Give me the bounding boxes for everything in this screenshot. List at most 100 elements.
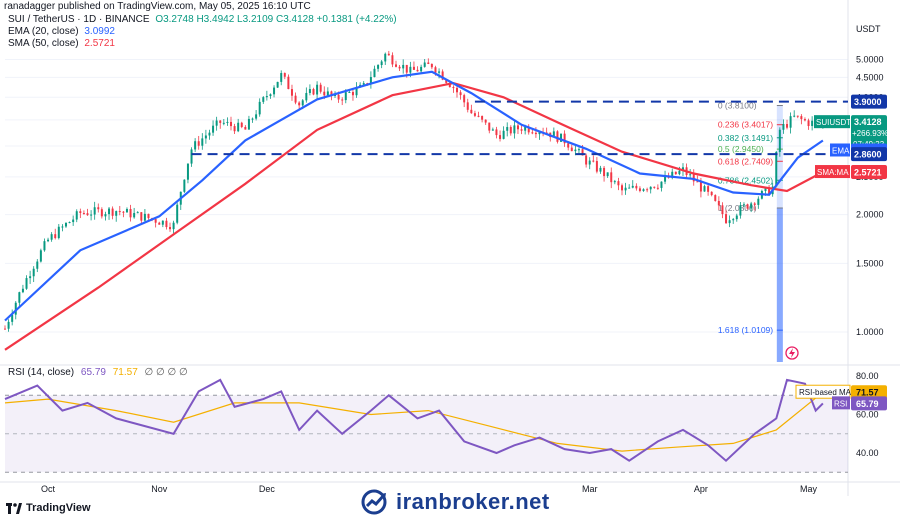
candle-body: [477, 115, 480, 117]
candles: [4, 50, 824, 332]
candle-body: [79, 211, 82, 213]
price-tick: 1.5000: [856, 258, 884, 268]
candle-body: [660, 181, 663, 188]
watermark-text: iranbroker.net: [396, 489, 550, 514]
candle-body: [502, 130, 505, 139]
candle-body: [495, 129, 498, 136]
price-tick: 5.0000: [856, 55, 884, 65]
candle-body: [68, 222, 71, 224]
candle-body: [563, 133, 566, 144]
candle-body: [104, 214, 107, 217]
candle-body: [334, 94, 337, 96]
candle-body: [707, 186, 710, 192]
sma-value-tag: 2.5721: [854, 168, 882, 178]
tradingview-logo-icon: [6, 502, 22, 514]
candle-body: [47, 239, 50, 242]
candle-body: [226, 121, 229, 123]
support-resistance-lines: [191, 100, 848, 156]
candle-body: [125, 208, 128, 213]
price-tags: 3.9000SUIUSDT3.4128+266.93%07:49:33EMA3.…: [814, 94, 888, 180]
price-tick: 4.5000: [856, 72, 884, 82]
symbol-label[interactable]: SUI / TetherUS · 1D · BINANCE: [8, 14, 150, 25]
candle-body: [362, 83, 365, 85]
candle-body: [405, 64, 408, 73]
candle-body: [269, 94, 272, 97]
candle-body: [735, 215, 738, 220]
candle-body: [387, 53, 390, 56]
rsi-legend[interactable]: RSI (14, close) 65.79 71.57 ∅ ∅ ∅ ∅: [8, 367, 188, 378]
rsi-tick: 60.00: [856, 410, 879, 420]
candle-body: [642, 189, 645, 191]
candle-body: [183, 179, 186, 192]
candle-body: [674, 171, 677, 175]
candle-body: [298, 102, 301, 106]
candle-body: [581, 149, 584, 156]
candle-body: [671, 171, 674, 178]
candle-body: [789, 116, 792, 128]
candle-body: [276, 81, 279, 88]
candle-body: [377, 65, 380, 69]
ema-label: EMA (20, close): [8, 26, 79, 37]
tradingview-logo-text: TradingView: [26, 502, 91, 514]
candle-body: [430, 63, 433, 68]
ema-tag-bg: [830, 143, 850, 157]
symbol-row: SUI / TetherUS · 1D · BINANCE O3.2748 H3…: [8, 14, 397, 26]
candle-body: [215, 120, 218, 126]
candle-body: [664, 176, 667, 182]
rsi-ma-value-bg: [851, 385, 887, 400]
candle-body: [775, 151, 778, 187]
watermark: iranbroker.net: [360, 488, 550, 516]
candle-body: [764, 187, 767, 191]
tradingview-logo[interactable]: TradingView: [6, 502, 91, 514]
candle-body: [423, 62, 426, 67]
candle-body: [409, 66, 412, 73]
rsi-line: [4, 378, 824, 463]
support-tag-bg: [851, 147, 887, 162]
rsi-ma-value: 71.57: [112, 367, 138, 378]
candle-body: [646, 189, 649, 191]
candle-body: [768, 187, 771, 195]
candle-body: [592, 160, 595, 162]
candle-body: [513, 125, 516, 134]
resistance-tag: 3.9000: [854, 97, 882, 107]
candle-body: [588, 160, 591, 165]
candle-body: [39, 250, 42, 262]
candle-body: [212, 125, 215, 133]
candle-body: [621, 185, 624, 191]
candle-body: [742, 204, 745, 206]
candle-body: [305, 92, 308, 101]
candle-body: [86, 213, 89, 216]
candle-body: [617, 181, 620, 186]
candle-body: [395, 64, 398, 67]
rsi-value-tag: 65.79: [856, 399, 879, 409]
candle-body: [57, 226, 60, 239]
candle-body: [64, 222, 67, 227]
candle-body: [506, 127, 509, 131]
candle-body: [599, 167, 602, 172]
candle-body: [82, 212, 85, 214]
candle-body: [448, 82, 451, 88]
candle-body: [97, 207, 100, 210]
candle-body: [499, 135, 502, 139]
rsi-tick: 80.00: [856, 371, 879, 381]
candle-body: [355, 87, 358, 96]
ema-legend-row[interactable]: EMA (20, close) 3.0992: [8, 26, 397, 38]
candle-body: [197, 141, 200, 146]
fib-level-label: 0.618 (2.7409): [718, 156, 773, 166]
price-tick: 1.0000: [856, 327, 884, 337]
candle-body: [516, 125, 519, 130]
rsi-panel: RSI-based MA 71.57 RSI 65.79: [4, 378, 887, 473]
candle-body: [678, 170, 681, 175]
rsi-ma-value-tag: 71.57: [856, 388, 879, 398]
candle-body: [721, 205, 724, 215]
candle-body: [265, 96, 268, 98]
candle-body: [570, 147, 573, 152]
candle-body: [585, 155, 588, 165]
candle-body: [710, 191, 713, 196]
sma-legend-row[interactable]: SMA (50, close) 2.5721: [8, 38, 397, 50]
fib-level-label: 0.382 (3.1491): [718, 133, 773, 143]
lightning-icon[interactable]: [785, 346, 799, 360]
candle-body: [14, 302, 17, 315]
sma-label: SMA (50, close): [8, 38, 79, 49]
